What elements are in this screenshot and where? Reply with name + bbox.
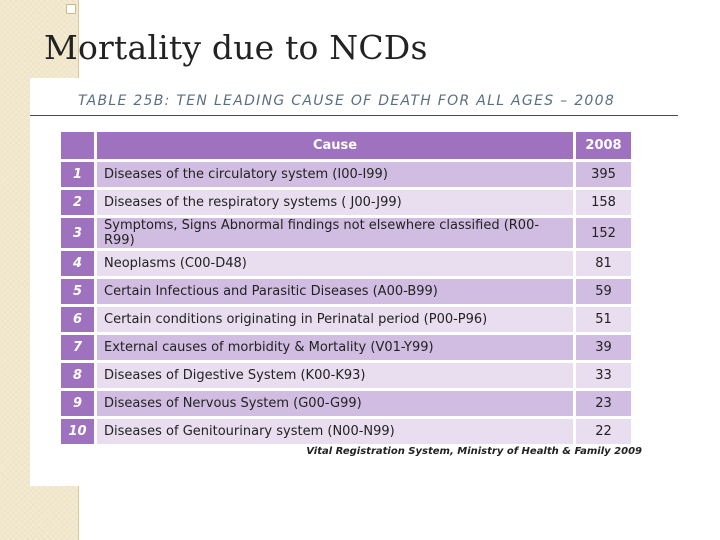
value-cell: 22: [576, 419, 631, 444]
cause-cell: Certain Infectious and Parasitic Disease…: [97, 279, 573, 304]
table-row: 4 Neoplasms (C00-D48) 81: [61, 251, 631, 276]
table-caption: TABLE 25B: TEN LEADING CAUSE OF DEATH FO…: [78, 93, 616, 109]
cause-cell: Neoplasms (C00-D48): [97, 251, 573, 276]
rank-cell: 2: [61, 190, 94, 215]
slide-title: Mortality due to NCDs: [44, 28, 428, 67]
table-row: 7 External causes of morbidity & Mortalit…: [61, 335, 631, 360]
value-cell: 33: [576, 363, 631, 388]
cause-cell: Diseases of the circulatory system (I00-…: [97, 162, 573, 187]
value-cell: 158: [576, 190, 631, 215]
rank-header: [61, 132, 94, 159]
rank-cell: 9: [61, 391, 94, 416]
rank-cell: 3: [61, 218, 94, 248]
caption-divider: [30, 115, 678, 116]
table-row: 2 Diseases of the respiratory systems ( J…: [61, 190, 631, 215]
cause-cell: External causes of morbidity & Mortality…: [97, 335, 573, 360]
rank-cell: 10: [61, 419, 94, 444]
value-cell: 59: [576, 279, 631, 304]
rank-cell: 8: [61, 363, 94, 388]
cause-cell: Certain conditions originating in Perina…: [97, 307, 573, 332]
year-header: 2008: [576, 132, 631, 159]
rank-cell: 1: [61, 162, 94, 187]
cause-cell: Diseases of the respiratory systems ( J0…: [97, 190, 573, 215]
value-cell: 23: [576, 391, 631, 416]
cause-cell: Diseases of Digestive System (K00-K93): [97, 363, 573, 388]
table-row: 8 Diseases of Digestive System (K00-K93) 3…: [61, 363, 631, 388]
rank-cell: 6: [61, 307, 94, 332]
table-image-panel: TABLE 25B: TEN LEADING CAUSE OF DEATH FO…: [30, 78, 678, 486]
table-row: 9 Diseases of Nervous System (G00-G99) 23: [61, 391, 631, 416]
value-cell: 81: [576, 251, 631, 276]
cause-cell: Diseases of Genitourinary system (N00-N9…: [97, 419, 573, 444]
rank-cell: 4: [61, 251, 94, 276]
table-row: 1 Diseases of the circulatory system (I00…: [61, 162, 631, 187]
table-header-row: Cause 2008: [61, 132, 631, 159]
table-row: 6 Certain conditions originating in Perin…: [61, 307, 631, 332]
rank-cell: 7: [61, 335, 94, 360]
table-row: 10 Diseases of Genitourinary system (N00-…: [61, 419, 631, 444]
cause-cell: Diseases of Nervous System (G00-G99): [97, 391, 573, 416]
cause-cell: Symptoms, Signs Abnormal findings not el…: [97, 218, 573, 248]
value-cell: 152: [576, 218, 631, 248]
table-row: 5 Certain Infectious and Parasitic Diseas…: [61, 279, 631, 304]
table-row: 3 Symptoms, Signs Abnormal findings not e…: [61, 218, 631, 248]
value-cell: 51: [576, 307, 631, 332]
causes-of-death-table: Cause 2008 1 Diseases of the circulatory …: [58, 129, 634, 447]
value-cell: 395: [576, 162, 631, 187]
rank-cell: 5: [61, 279, 94, 304]
source-note: Vital Registration System, Ministry of H…: [306, 446, 642, 457]
corner-marker: [66, 4, 76, 14]
cause-header: Cause: [97, 132, 573, 159]
value-cell: 39: [576, 335, 631, 360]
